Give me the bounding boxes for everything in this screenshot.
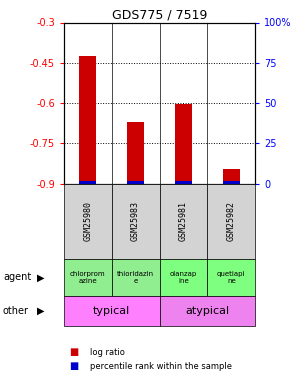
- Text: percentile rank within the sample: percentile rank within the sample: [90, 362, 232, 371]
- Bar: [223, 169, 240, 184]
- Text: ■: ■: [70, 362, 79, 371]
- Text: GSM25983: GSM25983: [131, 201, 140, 241]
- Bar: [175, 105, 192, 184]
- Text: quetiapi
ne: quetiapi ne: [217, 271, 246, 284]
- Bar: [112, 184, 160, 259]
- Bar: [79, 56, 96, 184]
- Text: thioridazin
e: thioridazin e: [117, 271, 154, 284]
- Text: olanzap
ine: olanzap ine: [170, 271, 197, 284]
- Text: ▶: ▶: [37, 306, 44, 316]
- Bar: [112, 259, 160, 296]
- Bar: [64, 296, 160, 326]
- Bar: [175, 180, 192, 184]
- Title: GDS775 / 7519: GDS775 / 7519: [112, 8, 207, 21]
- Text: other: other: [3, 306, 29, 316]
- Text: chlorprom
azine: chlorprom azine: [70, 271, 106, 284]
- Bar: [207, 259, 255, 296]
- Bar: [127, 122, 144, 184]
- Text: GSM25980: GSM25980: [83, 201, 92, 241]
- Text: GSM25981: GSM25981: [179, 201, 188, 241]
- Bar: [64, 259, 112, 296]
- Text: atypical: atypical: [185, 306, 229, 316]
- Text: typical: typical: [93, 306, 130, 316]
- Bar: [223, 180, 240, 184]
- Bar: [64, 184, 112, 259]
- Bar: [79, 180, 96, 184]
- Text: ■: ■: [70, 348, 79, 357]
- Bar: [160, 296, 255, 326]
- Bar: [160, 259, 207, 296]
- Text: log ratio: log ratio: [90, 348, 125, 357]
- Bar: [207, 184, 255, 259]
- Text: agent: agent: [3, 273, 31, 282]
- Bar: [127, 180, 144, 184]
- Text: ▶: ▶: [37, 273, 44, 282]
- Text: GSM25982: GSM25982: [227, 201, 236, 241]
- Bar: [160, 184, 207, 259]
